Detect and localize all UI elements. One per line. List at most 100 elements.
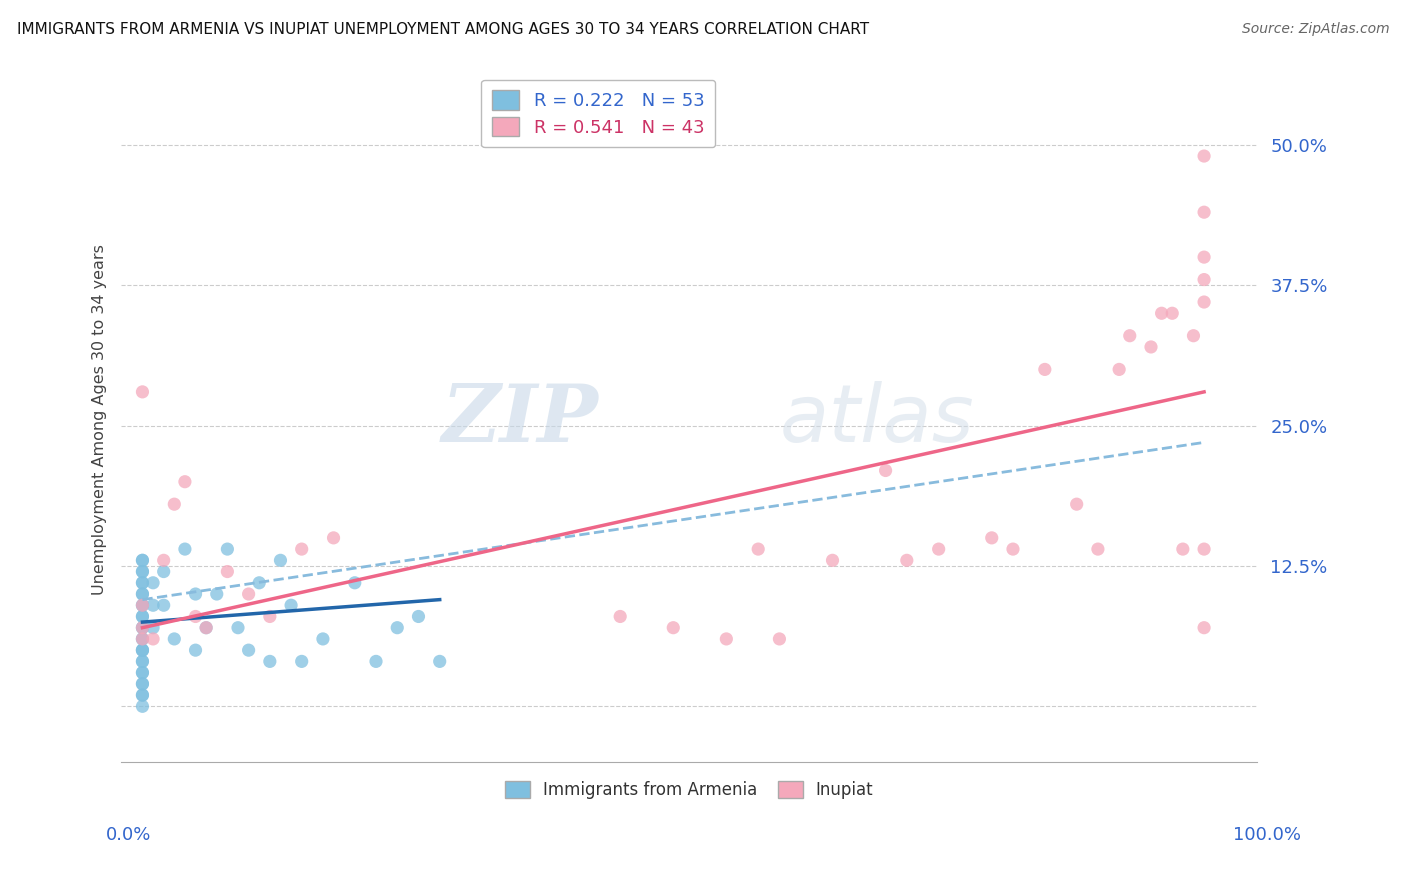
Point <box>131 553 153 567</box>
Text: 0.0%: 0.0% <box>105 826 150 844</box>
Point <box>343 575 366 590</box>
Point <box>259 654 281 668</box>
Point <box>152 565 174 579</box>
Point <box>163 632 186 646</box>
Point <box>131 599 153 613</box>
Point <box>131 643 153 657</box>
Point <box>131 665 153 680</box>
Point <box>1182 328 1205 343</box>
Legend: Immigrants from Armenia, Inupiat: Immigrants from Armenia, Inupiat <box>498 774 880 805</box>
Point <box>312 632 335 646</box>
Point <box>217 565 239 579</box>
Point <box>131 553 153 567</box>
Point <box>131 575 153 590</box>
Point <box>131 632 153 646</box>
Point <box>131 654 153 668</box>
Point <box>131 609 153 624</box>
Point <box>1001 542 1024 557</box>
Point <box>131 621 153 635</box>
Point <box>247 575 270 590</box>
Point <box>291 654 314 668</box>
Point <box>768 632 790 646</box>
Y-axis label: Unemployment Among Ages 30 to 34 years: Unemployment Among Ages 30 to 34 years <box>93 244 107 595</box>
Point <box>131 565 153 579</box>
Point <box>131 609 153 624</box>
Point <box>238 587 260 601</box>
Point <box>1087 542 1109 557</box>
Point <box>195 621 218 635</box>
Point <box>259 609 281 624</box>
Point <box>131 665 153 680</box>
Point <box>131 643 153 657</box>
Text: 100.0%: 100.0% <box>1233 826 1301 844</box>
Point <box>131 599 153 613</box>
Point <box>1033 362 1056 376</box>
Point <box>184 609 207 624</box>
Point <box>291 542 314 557</box>
Point <box>1192 272 1215 286</box>
Point <box>217 542 239 557</box>
Point <box>131 688 153 702</box>
Point <box>1171 542 1194 557</box>
Point <box>131 621 153 635</box>
Text: atlas: atlas <box>780 381 974 459</box>
Point <box>1192 205 1215 219</box>
Point <box>195 621 218 635</box>
Point <box>174 475 197 489</box>
Point <box>131 632 153 646</box>
Point <box>226 621 249 635</box>
Point <box>174 542 197 557</box>
Point <box>152 599 174 613</box>
Point <box>131 643 153 657</box>
Point <box>896 553 918 567</box>
Point <box>131 654 153 668</box>
Point <box>1150 306 1173 320</box>
Point <box>131 621 153 635</box>
Text: Source: ZipAtlas.com: Source: ZipAtlas.com <box>1241 22 1389 37</box>
Point <box>1066 497 1088 511</box>
Point <box>280 599 302 613</box>
Point <box>131 688 153 702</box>
Point <box>875 463 897 477</box>
Point <box>1161 306 1184 320</box>
Point <box>429 654 451 668</box>
Point <box>1119 328 1142 343</box>
Point <box>928 542 950 557</box>
Point <box>238 643 260 657</box>
Point <box>142 632 165 646</box>
Point <box>408 609 430 624</box>
Point <box>131 587 153 601</box>
Point <box>269 553 291 567</box>
Point <box>1192 542 1215 557</box>
Text: IMMIGRANTS FROM ARMENIA VS INUPIAT UNEMPLOYMENT AMONG AGES 30 TO 34 YEARS CORREL: IMMIGRANTS FROM ARMENIA VS INUPIAT UNEMP… <box>17 22 869 37</box>
Point <box>1192 250 1215 264</box>
Point <box>152 553 174 567</box>
Text: ZIP: ZIP <box>441 381 599 458</box>
Point <box>1108 362 1130 376</box>
Point <box>662 621 685 635</box>
Point <box>322 531 344 545</box>
Point <box>142 621 165 635</box>
Point <box>184 643 207 657</box>
Point <box>1192 295 1215 310</box>
Point <box>205 587 228 601</box>
Point <box>184 587 207 601</box>
Point <box>142 599 165 613</box>
Point <box>1192 149 1215 163</box>
Point <box>131 677 153 691</box>
Point <box>980 531 1002 545</box>
Point <box>131 677 153 691</box>
Point <box>131 599 153 613</box>
Point <box>821 553 844 567</box>
Point <box>1192 621 1215 635</box>
Point <box>131 587 153 601</box>
Point <box>387 621 409 635</box>
Point <box>609 609 631 624</box>
Point <box>131 575 153 590</box>
Point <box>364 654 387 668</box>
Point <box>131 384 153 399</box>
Point <box>747 542 769 557</box>
Point <box>131 699 153 714</box>
Point <box>142 575 165 590</box>
Point <box>163 497 186 511</box>
